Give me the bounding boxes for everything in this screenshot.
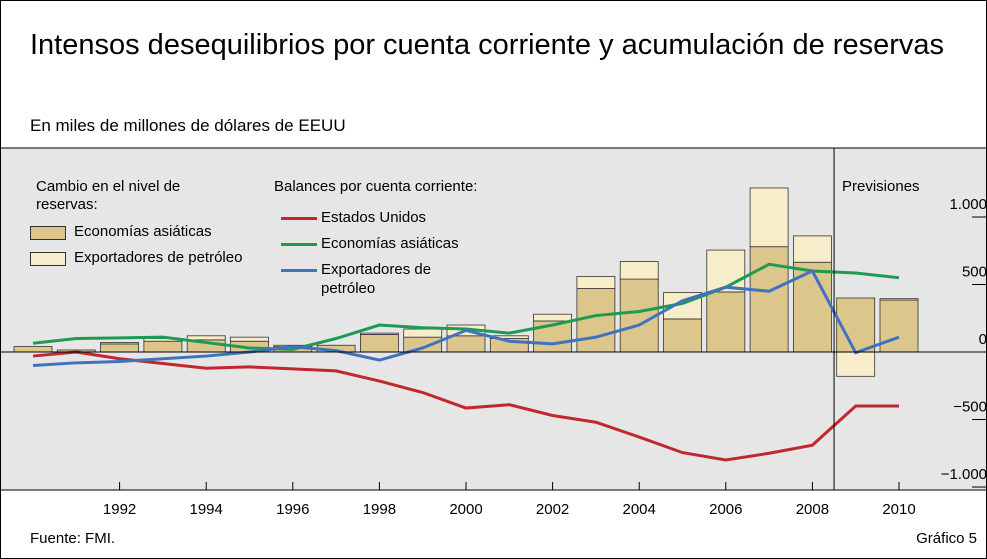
source: Fuente: FMI. xyxy=(30,530,116,547)
bar xyxy=(663,318,702,353)
bar xyxy=(836,297,876,353)
bar xyxy=(706,249,746,293)
legend-label: Economías asiáticas xyxy=(321,235,459,252)
bar xyxy=(359,334,399,353)
x-tick-label: 2004 xyxy=(623,501,656,518)
legend-swatch xyxy=(30,226,66,240)
bar xyxy=(403,328,443,338)
bar xyxy=(186,335,226,341)
chart-subtitle: En miles de millones de dólares de EEUU xyxy=(30,116,346,135)
line xyxy=(32,269,900,368)
y-tick-label: 0 xyxy=(979,331,987,348)
chart-title: Intensos desequilibrios por cuenta corri… xyxy=(30,29,944,61)
line-legend-title: Balances por cuenta corriente: xyxy=(274,178,478,195)
x-tick-label: 2000 xyxy=(449,501,482,518)
bar xyxy=(359,332,399,335)
bar xyxy=(749,187,789,248)
x-tick-label: 2008 xyxy=(796,501,829,518)
legend-line xyxy=(281,269,317,272)
bar xyxy=(13,346,53,353)
x-tick-label: 1992 xyxy=(103,501,136,518)
bar xyxy=(619,278,659,353)
bar xyxy=(446,335,486,353)
bar xyxy=(576,276,616,289)
legend-label: Economías asiáticas xyxy=(74,223,212,240)
bar xyxy=(100,342,139,345)
axes: 1.000 500 0 −500 −1.000 1992 1994 1996 1998 2000 2… xyxy=(0,148,987,518)
legend-label: Estados Unidos xyxy=(321,209,427,226)
bar xyxy=(706,291,746,353)
forecast-label: Previsiones xyxy=(842,178,920,195)
legend-label: Exportadores de petróleo xyxy=(74,249,243,266)
x-tick-label: 1994 xyxy=(190,501,223,518)
x-tick-label: 2006 xyxy=(709,501,742,518)
y-tick-label: −1.000 xyxy=(941,466,987,483)
bar xyxy=(879,298,919,301)
legend-label: Exportadores de petróleo xyxy=(321,261,432,297)
x-tick-label: 2010 xyxy=(882,501,915,518)
bar xyxy=(230,336,269,342)
y-tick-label: 500 xyxy=(962,264,987,281)
bar xyxy=(100,343,139,353)
bar xyxy=(143,340,183,353)
bar xyxy=(749,246,789,353)
y-tick-label: 1.000 xyxy=(949,196,987,213)
bar xyxy=(619,261,659,280)
bar xyxy=(793,235,832,263)
x-tick-label: 1996 xyxy=(276,501,309,518)
legend-swatch xyxy=(30,252,66,266)
x-tick-label: 2002 xyxy=(536,501,569,518)
bar xyxy=(836,351,876,377)
bar xyxy=(879,299,919,353)
legend-line xyxy=(281,217,317,220)
bar xyxy=(533,313,572,322)
x-tick-label: 1998 xyxy=(363,501,396,518)
legend-line xyxy=(281,243,317,246)
lines xyxy=(32,262,900,462)
bar xyxy=(403,336,443,353)
figure-label: Gráfico 5 xyxy=(916,530,977,547)
line xyxy=(32,350,899,462)
bar-legend-title: Cambio en el nivel de reservas: xyxy=(36,178,181,213)
bar xyxy=(576,288,616,353)
y-tick-label: −500 xyxy=(953,399,987,416)
